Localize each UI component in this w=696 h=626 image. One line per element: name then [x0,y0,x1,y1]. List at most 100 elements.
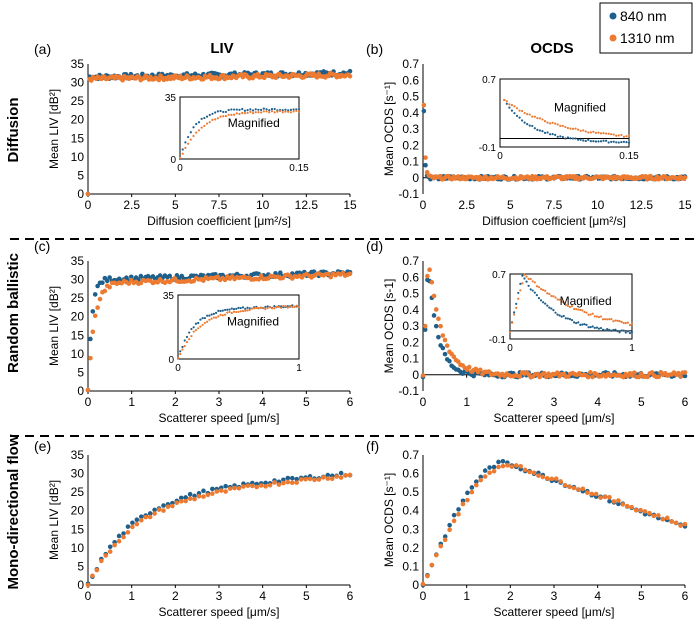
data-point [200,117,203,120]
inset-series-1310-nm [176,304,301,360]
x-axis-title: Scatterer speed [μm/s] [494,411,615,425]
data-point [624,331,627,334]
x-axis-title: Scatterer speed [μm/s] [494,605,615,619]
data-point [508,330,512,334]
data-point [273,107,276,111]
data-point [120,78,125,83]
data-point [608,328,611,332]
data-point [564,317,567,320]
data-point [212,316,215,319]
data-point [513,313,516,316]
data-point [203,316,206,320]
data-point [577,308,580,311]
data-point [298,477,304,482]
data-point [571,127,575,130]
x-tick-label: 0 [85,198,92,212]
data-point [210,486,215,492]
data-point [579,308,582,312]
data-point [266,306,269,310]
data-point [513,311,516,314]
column-header-liv: LIV [210,40,233,57]
data-point [500,458,506,464]
data-point [190,335,193,338]
data-point [205,122,209,125]
data-point [421,108,427,114]
data-point [626,321,629,324]
main-series-840-nm [85,470,353,587]
data-point [420,581,426,587]
data-point [593,315,596,318]
data-point [436,334,441,340]
data-point [178,157,182,160]
x-tick-label: 5 [638,395,645,409]
data-point [285,479,291,485]
data-point [564,125,567,129]
data-point [92,313,98,319]
data-point [605,139,608,142]
data-point [577,321,580,324]
data-point [90,309,96,314]
data-point [624,321,627,325]
data-point [518,463,523,469]
y-tick-label: 0.1 [402,352,419,366]
y-tick-label: 10 [71,347,85,361]
data-point [478,474,484,480]
main-series-1310-nm [85,472,353,588]
data-point [570,304,574,308]
data-point [206,314,209,317]
data-point [161,508,166,513]
y-tick-label: 0.2 [402,335,419,349]
y-tick-label: 0 [77,187,84,201]
data-point [656,374,661,380]
data-point [433,323,439,329]
inset-frame [509,273,633,340]
data-point [228,308,231,311]
data-point [575,307,578,311]
data-point [554,133,557,136]
y-tick-label: 35 [71,57,85,71]
x-tick-label: 10 [256,198,270,212]
data-point [201,494,206,499]
data-point [593,491,599,497]
x-tick-label: 7.5 [546,198,563,212]
data-point [651,513,657,519]
data-point [560,315,563,318]
data-point [185,341,189,344]
data-point [347,73,353,79]
data-point [273,111,276,114]
data-point [522,467,528,473]
data-point [325,472,331,478]
data-point [519,282,522,285]
y-axis-title: Mean OCDS [s⁻¹] [382,82,396,176]
data-point [125,530,131,535]
data-point [297,110,301,113]
data-point [178,495,184,501]
data-point [597,131,600,134]
data-point [258,273,264,279]
y-tick-label: 20 [71,113,85,127]
data-point [343,473,348,478]
data-point [676,370,681,376]
data-point [566,317,570,320]
data-point [533,281,536,284]
data-point [276,482,282,487]
data-point [588,370,593,375]
data-point [539,299,543,302]
data-point [531,124,534,128]
main-series-1310-nm [420,463,688,587]
data-point [147,511,153,516]
x-axis-title: Diffusion coefficient [μm²/s] [482,214,626,228]
data-point [289,108,292,111]
data-point [438,323,443,329]
data-point [638,507,643,513]
data-point [183,345,186,348]
data-point [254,111,257,114]
data-point [192,126,195,129]
data-point [90,329,96,335]
inset-frame [499,78,630,148]
data-point [560,300,563,303]
data-point [587,138,590,141]
data-point [278,109,282,113]
data-point [601,318,605,321]
data-point [107,275,112,280]
